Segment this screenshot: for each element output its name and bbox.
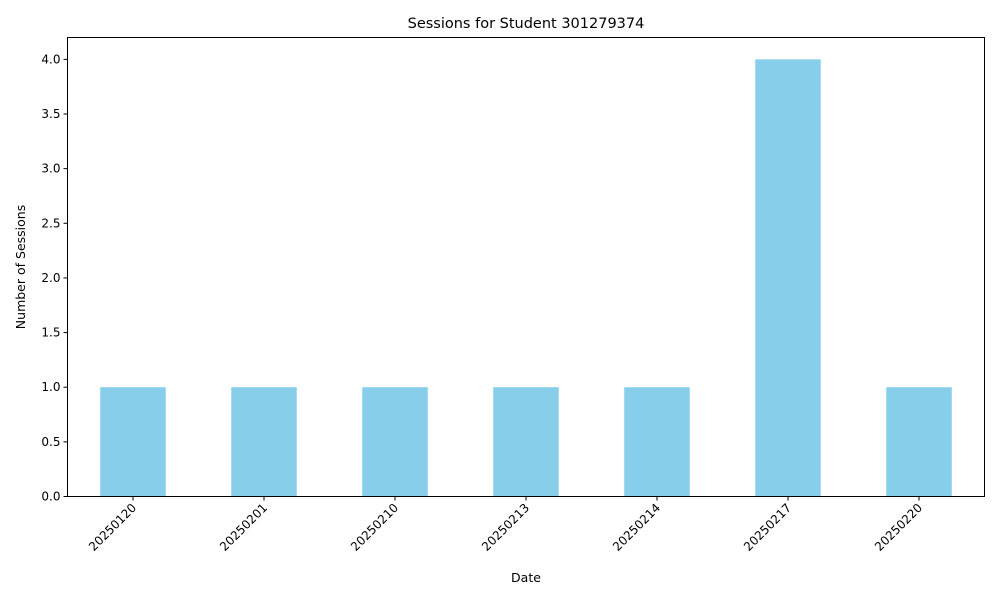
x-tick-label: 20250201 <box>217 501 270 554</box>
x-tick-label: 20250120 <box>86 501 139 554</box>
y-tick-label: 2.0 <box>41 271 60 285</box>
bar-20250210 <box>362 387 428 497</box>
chart-title: Sessions for Student 301279374 <box>408 16 645 32</box>
y-tick-label: 4.0 <box>41 52 60 66</box>
bar-20250217 <box>755 59 821 497</box>
bar-20250201 <box>231 387 297 497</box>
x-tick-label: 20250213 <box>479 501 532 554</box>
y-tick-label: 0.0 <box>41 490 60 504</box>
bar-20250213 <box>493 387 559 497</box>
y-tick-label: 3.0 <box>41 162 60 176</box>
bar-20250120 <box>100 387 166 497</box>
y-tick-label: 2.5 <box>41 216 60 230</box>
y-tick-label: 3.5 <box>41 107 60 121</box>
x-tick-label: 20250214 <box>610 501 663 554</box>
bar-20250220 <box>886 387 952 497</box>
x-tick-label: 20250210 <box>348 501 401 554</box>
bars <box>100 59 952 497</box>
x-axis-label: Date <box>511 570 541 585</box>
y-tick-label: 1.5 <box>41 326 60 340</box>
x-tick-label: 20250217 <box>741 501 794 554</box>
plot-frame <box>67 37 985 497</box>
x-tick-label: 20250220 <box>872 501 925 554</box>
bar-20250214 <box>624 387 690 497</box>
y-tick-label: 1.0 <box>41 380 60 394</box>
y-axis-ticks: 0.0 0.5 1.0 1.5 2.0 2.5 3.0 3.5 4.0 <box>41 52 68 504</box>
x-axis-ticks: 20250120 20250201 20250210 20250213 20250214… <box>86 496 925 554</box>
y-tick-label: 0.5 <box>41 435 60 449</box>
y-axis-label: Number of Sessions <box>13 205 28 329</box>
